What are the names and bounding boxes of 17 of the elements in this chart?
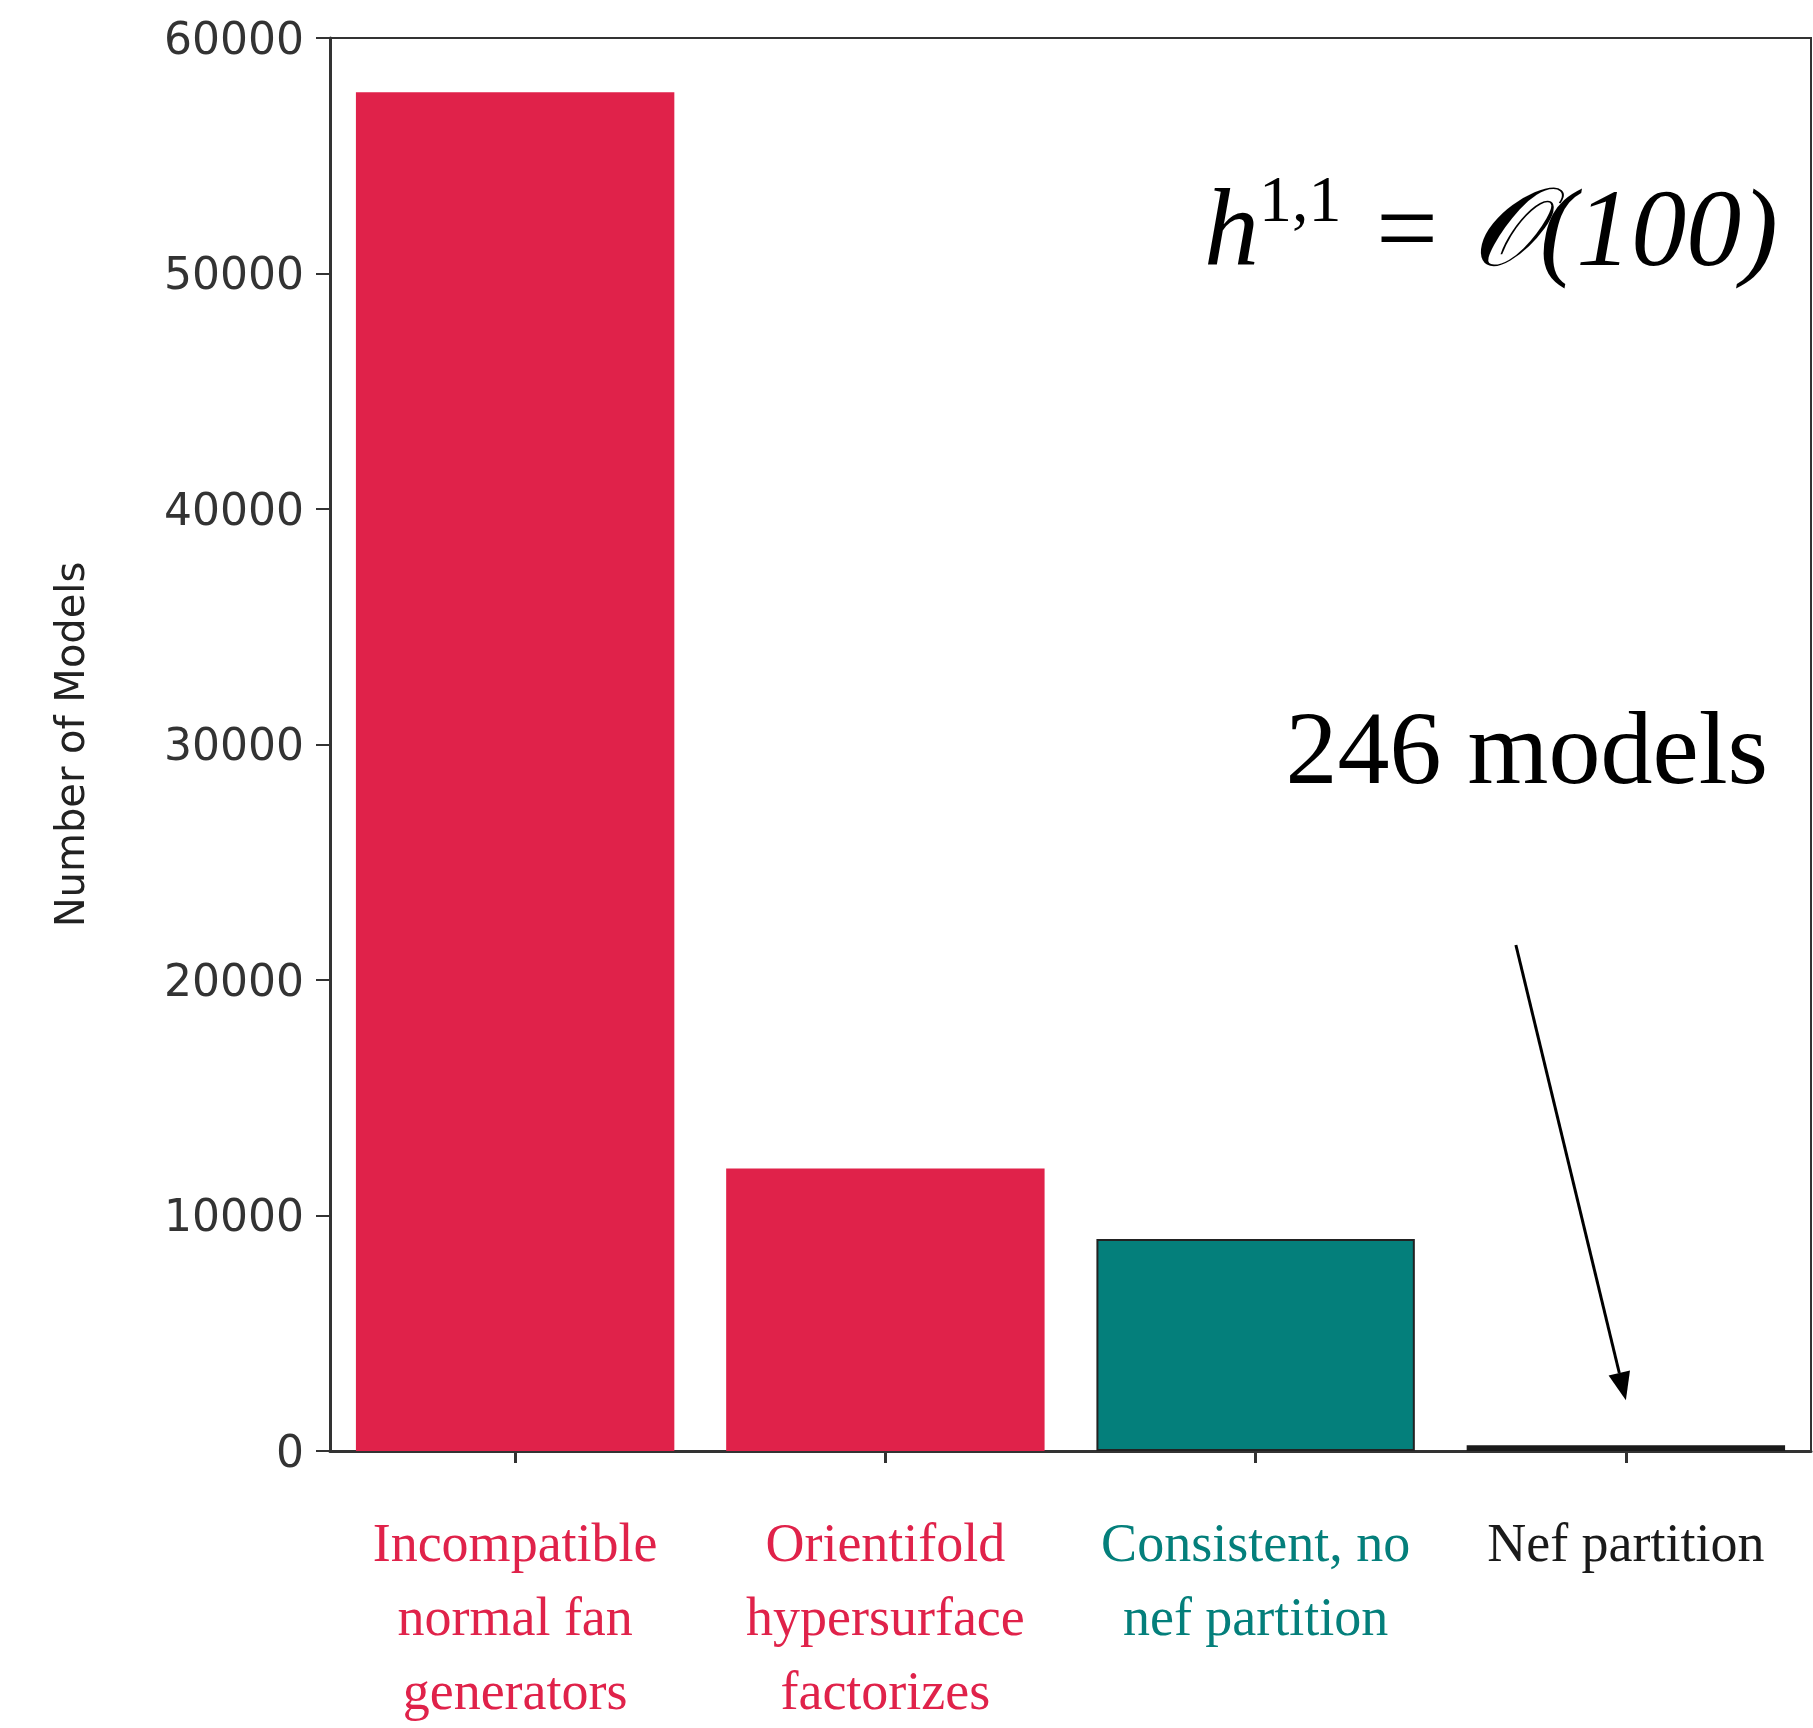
x-tick-label: Orientifold hypersurface factorizes <box>745 1513 1025 1721</box>
y-tick-label: 30000 <box>164 719 304 770</box>
x-tick-label: Consistent, no nef partition <box>1101 1513 1411 1647</box>
y-tick-label: 50000 <box>164 248 304 299</box>
x-tick-label: Nef partition <box>1487 1513 1765 1573</box>
annotation: 246 models <box>1285 689 1768 805</box>
bar <box>1466 1445 1786 1451</box>
y-tick-label: 40000 <box>164 483 304 535</box>
bar <box>355 92 675 1451</box>
bar <box>1096 1239 1415 1451</box>
y-tick-label: 0 <box>276 1425 304 1477</box>
y-tick-label: 10000 <box>164 1190 304 1241</box>
y-tick-label: 20000 <box>164 954 304 1006</box>
y-axis-title: Number of Models <box>47 561 93 928</box>
y-tick-label: 60000 <box>164 12 304 64</box>
bar <box>726 1168 1045 1451</box>
x-tick-label: Incompatible normal fan generators <box>372 1513 658 1721</box>
